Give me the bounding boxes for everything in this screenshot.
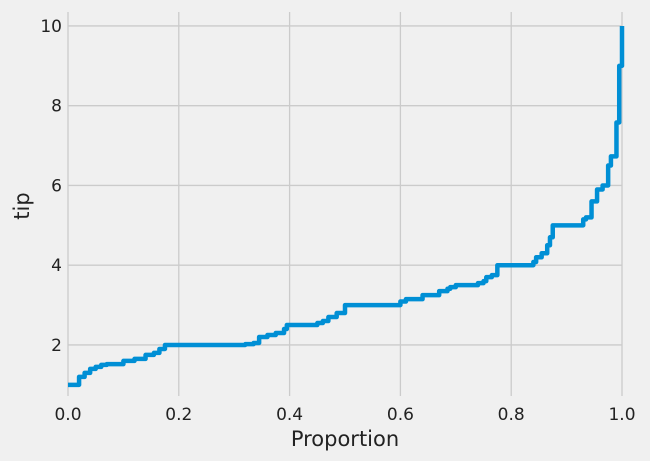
x-gridlines — [67, 12, 623, 396]
y-axis-title: tip — [10, 192, 34, 219]
x-tick-labels: 0.0 0.2 0.4 0.6 0.8 1.0 — [54, 405, 635, 425]
x-tick-label: 0.6 — [387, 405, 414, 425]
x-axis-title: Proportion — [291, 427, 399, 451]
x-tick-label: 0.8 — [498, 405, 525, 425]
y-tick-label: 4 — [51, 256, 62, 276]
series-layer — [68, 25, 625, 388]
x-tick-label: 0.2 — [165, 405, 192, 425]
y-tick-label: 8 — [51, 97, 62, 117]
y-gridlines — [68, 25, 622, 346]
x-tick-label: 0.4 — [276, 405, 303, 425]
y-tick-label: 6 — [51, 176, 62, 196]
x-tick-label: 0.0 — [54, 405, 81, 425]
y-tick-labels: 2 4 6 8 10 — [40, 17, 62, 356]
x-tick-label: 1.0 — [608, 405, 635, 425]
y-tick-label: 2 — [51, 336, 62, 356]
series-line-0 — [68, 25, 625, 388]
y-tick-label: 10 — [40, 17, 62, 37]
